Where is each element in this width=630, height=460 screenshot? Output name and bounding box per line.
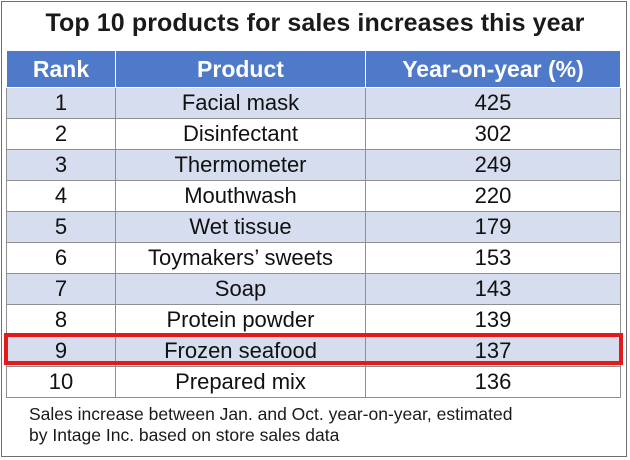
product-cell: Frozen seafood [115, 335, 366, 367]
table-row: 1 Facial mask 425 [6, 87, 621, 119]
footnote: Sales increase between Jan. and Oct. yea… [29, 404, 619, 446]
table-row: 5 Wet tissue 179 [6, 211, 621, 243]
rank-cell: 3 [6, 149, 116, 181]
product-cell: Disinfectant [115, 118, 366, 150]
table-row: 4 Mouthwash 220 [6, 180, 621, 212]
table-row: 2 Disinfectant 302 [6, 118, 621, 150]
footnote-line-2: by Intage Inc. based on store sales data [29, 425, 340, 445]
yoy-cell: 137 [365, 335, 621, 367]
yoy-cell: 425 [365, 87, 621, 119]
table-row: 6 Toymakers’ sweets 153 [6, 242, 621, 274]
product-cell: Prepared mix [115, 366, 366, 398]
yoy-cell: 249 [365, 149, 621, 181]
rank-cell: 2 [6, 118, 116, 150]
header-rank: Rank [6, 50, 116, 88]
product-cell: Mouthwash [115, 180, 366, 212]
table-row: 7 Soap 143 [6, 273, 621, 305]
product-cell: Soap [115, 273, 366, 305]
header-product: Product [115, 50, 366, 88]
table-row: 8 Protein powder 139 [6, 304, 621, 336]
product-cell: Facial mask [115, 87, 366, 119]
header-row: Rank Product Year-on-year (%) [6, 50, 621, 88]
product-cell: Thermometer [115, 149, 366, 181]
rank-cell: 10 [6, 366, 116, 398]
header-yoy: Year-on-year (%) [365, 50, 621, 88]
rank-cell: 6 [6, 242, 116, 274]
product-cell: Protein powder [115, 304, 366, 336]
rank-cell: 4 [6, 180, 116, 212]
footnote-line-1: Sales increase between Jan. and Oct. yea… [29, 404, 513, 424]
yoy-cell: 220 [365, 180, 621, 212]
product-cell: Wet tissue [115, 211, 366, 243]
product-cell: Toymakers’ sweets [115, 242, 366, 274]
rank-cell: 9 [6, 335, 116, 367]
rank-cell: 7 [6, 273, 116, 305]
rank-cell: 5 [6, 211, 116, 243]
table-row-highlighted: 9 Frozen seafood 137 [6, 335, 621, 367]
yoy-cell: 179 [365, 211, 621, 243]
yoy-cell: 143 [365, 273, 621, 305]
table-row: 10 Prepared mix 136 [6, 366, 621, 398]
table-title: Top 10 products for sales increases this… [45, 9, 585, 37]
yoy-cell: 139 [365, 304, 621, 336]
rank-cell: 8 [6, 304, 116, 336]
yoy-cell: 302 [365, 118, 621, 150]
yoy-cell: 136 [365, 366, 621, 398]
table-row: 3 Thermometer 249 [6, 149, 621, 181]
rank-cell: 1 [6, 87, 116, 119]
yoy-cell: 153 [365, 242, 621, 274]
ranking-table: Rank Product Year-on-year (%) 1 Facial m… [6, 50, 621, 398]
